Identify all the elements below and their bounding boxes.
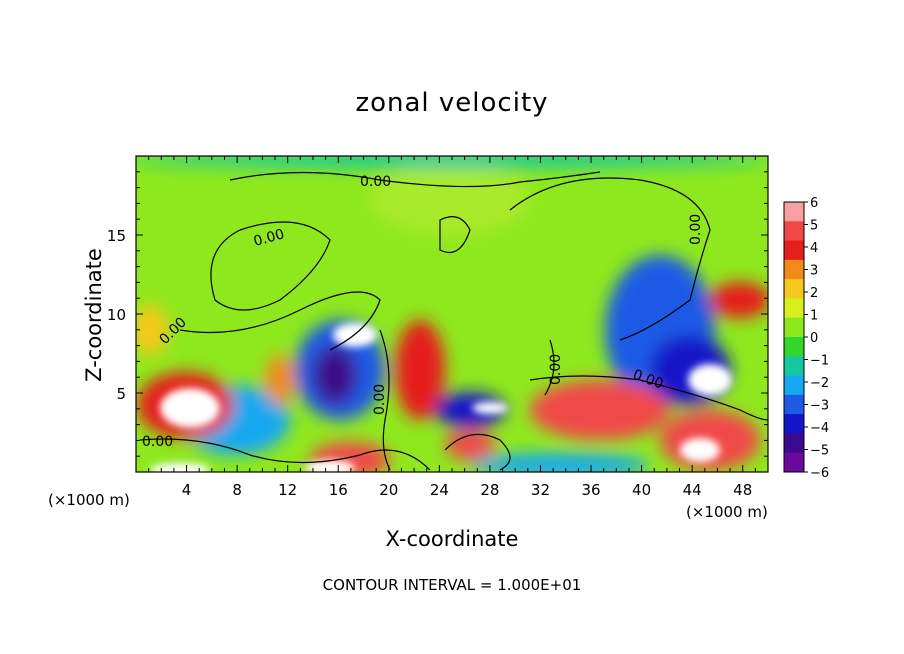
- colorbar-swatch: [784, 298, 804, 319]
- colorbar-swatch: [784, 240, 804, 261]
- colorbar-label: −2: [810, 376, 829, 391]
- contour-lines: [139, 171, 768, 471]
- contour-label: 0.00: [360, 174, 391, 190]
- x-unit-right: (×1000 m): [686, 503, 768, 521]
- x-tick-label: 40: [632, 481, 651, 499]
- x-tick-label: 44: [683, 481, 702, 499]
- velocity-field: [136, 156, 768, 472]
- colorbar-swatch: [784, 356, 804, 377]
- colorbar-swatch: [784, 279, 804, 299]
- colorbar-swatch: [784, 202, 804, 222]
- colorbar-label: 5: [810, 219, 818, 234]
- x-axis: 4 8 12 16 20 24 28 32 36 40 44 48: [148, 156, 756, 499]
- x-tick-label: 48: [733, 481, 752, 499]
- x-tick-label: 36: [581, 481, 600, 499]
- y-tick-label: 10: [107, 306, 126, 324]
- colorbar-label: −5: [810, 444, 829, 459]
- y-tick-label: 5: [116, 385, 126, 403]
- colorbar-swatch: [784, 317, 804, 338]
- x-tick-label: 16: [329, 481, 348, 499]
- y-axis: 5 10 15: [107, 171, 768, 457]
- colorbar-swatch: [784, 375, 804, 396]
- colorbar-label: −4: [810, 421, 829, 436]
- contour-label: 0.00: [252, 226, 286, 250]
- x-unit-left: (×1000 m): [48, 491, 130, 509]
- x-tick-label: 4: [182, 481, 192, 499]
- x-tick-label: 12: [278, 481, 297, 499]
- colorbar-swatch: [784, 452, 804, 473]
- colorbar-label: 3: [810, 264, 818, 279]
- colorbar-swatch: [784, 414, 804, 434]
- x-tick-label: 20: [379, 481, 398, 499]
- colorbar-swatch: [784, 337, 804, 357]
- x-tick-label: 32: [531, 481, 550, 499]
- contour-label: 0.00: [688, 214, 704, 245]
- contour-label: 0.00: [142, 434, 173, 450]
- contour-label: 0.00: [548, 354, 564, 385]
- colorbar-label: −1: [810, 354, 829, 369]
- y-tick-label: 15: [107, 227, 126, 245]
- colorbar-label: 0: [810, 331, 818, 346]
- colorbar-swatch: [784, 394, 804, 415]
- colorbar-label: −6: [810, 466, 829, 481]
- colorbar-swatch: [784, 433, 804, 454]
- colorbar-swatch: [784, 221, 804, 242]
- colorbar-label: 2: [810, 286, 818, 301]
- colorbar-label: −3: [810, 399, 829, 414]
- contour-label: 0.00: [372, 384, 388, 415]
- colorbar: 6 5 4 3 2 1 0 −1 −2 −3 −4 −5 −6: [783, 196, 829, 481]
- chart-title: zonal velocity: [355, 88, 549, 118]
- colorbar-label: 6: [810, 196, 818, 211]
- x-tick-label: 8: [232, 481, 242, 499]
- colorbar-swatch: [784, 259, 804, 280]
- colorbar-label: 4: [810, 241, 818, 256]
- colorbar-label: 1: [810, 309, 818, 324]
- contour-interval-note: CONTOUR INTERVAL = 1.000E+01: [322, 576, 582, 594]
- x-tick-label: 24: [430, 481, 449, 499]
- x-tick-label: 28: [480, 481, 499, 499]
- x-axis-label: X-coordinate: [385, 527, 519, 551]
